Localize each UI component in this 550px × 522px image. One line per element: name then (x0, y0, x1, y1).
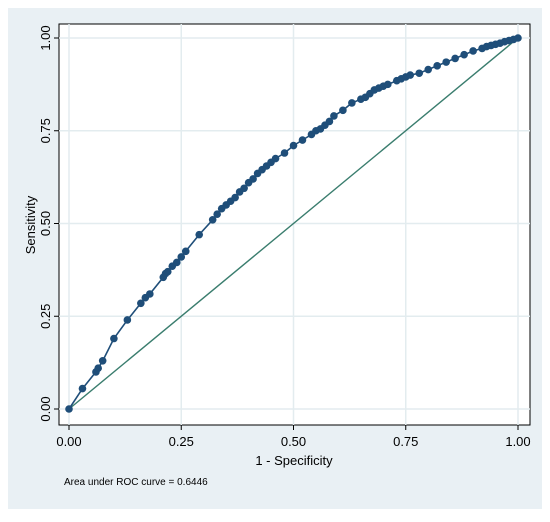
roc-point (451, 54, 459, 63)
reference-line-group (68, 37, 519, 410)
roc-curve-group (65, 34, 522, 413)
reference-diagonal-line (68, 37, 519, 410)
roc-point (195, 230, 204, 239)
auc-note: Area under ROC curve = 0.6446 (64, 477, 208, 488)
roc-point (231, 193, 239, 202)
roc-point (172, 258, 181, 267)
x-tick-label: 0.75 (393, 434, 418, 449)
roc-point (469, 47, 477, 55)
x-tick-label: 0.50 (281, 434, 306, 449)
roc-point (415, 69, 424, 78)
x-axis-label: 1 - Specificity (255, 453, 333, 468)
roc-point (330, 112, 338, 120)
roc-point (339, 106, 347, 115)
roc-point (65, 405, 73, 413)
roc-point (406, 71, 415, 79)
roc-point (123, 316, 132, 324)
roc-point (98, 356, 107, 365)
roc-point (433, 62, 441, 70)
y-tick-label: 1.00 (38, 25, 53, 50)
x-tick-label: 0.25 (169, 434, 194, 449)
roc-point (94, 364, 102, 372)
tick-labels: 0.00 0.25 0.50 0.75 1.00 0.00 0.25 0.50 0.75 1.00 (38, 25, 531, 449)
roc-point (146, 290, 154, 298)
roc-point (514, 34, 522, 42)
roc-point (424, 65, 433, 74)
roc-point (325, 117, 334, 126)
y-axis-label: Sensitivity (23, 195, 38, 254)
roc-point (208, 215, 217, 224)
roc-point (442, 58, 450, 66)
roc-point (78, 384, 87, 393)
x-tick-label: 0.00 (56, 434, 81, 449)
roc-point (460, 50, 468, 59)
roc-point (137, 299, 145, 308)
y-tick-label: 0.75 (38, 118, 53, 143)
y-tick-label: 0.00 (38, 396, 53, 421)
roc-point (383, 80, 392, 89)
plot-area (58, 23, 531, 426)
grid-lines (59, 24, 530, 425)
roc-point (249, 175, 257, 183)
roc-point (177, 253, 186, 261)
roc-point (110, 334, 118, 343)
roc-point (280, 149, 289, 157)
roc-point (298, 136, 307, 144)
roc-point (271, 154, 280, 163)
roc-point (240, 184, 248, 193)
roc-point (348, 99, 356, 107)
y-tick-label: 0.25 (38, 304, 53, 329)
roc-point (289, 141, 298, 150)
roc-point (163, 267, 172, 276)
roc-point (213, 210, 221, 219)
roc-point (181, 247, 190, 256)
y-tick-label: 0.50 (38, 211, 53, 236)
x-tick-label: 1.00 (505, 434, 530, 449)
axes (54, 37, 519, 430)
